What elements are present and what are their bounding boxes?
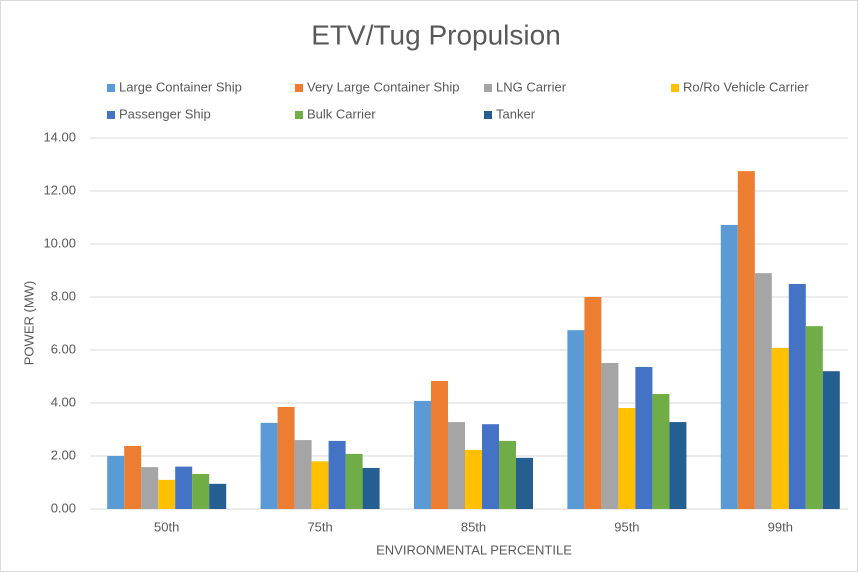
bar <box>601 362 619 509</box>
bar <box>720 224 738 510</box>
x-tick-label: 99th <box>768 519 793 534</box>
x-tick-label: 85th <box>461 519 486 534</box>
bar <box>669 422 687 509</box>
legend-swatch <box>484 84 492 92</box>
legend-swatch <box>107 84 115 92</box>
y-tick-label: 10.00 <box>43 235 76 250</box>
legend-swatch <box>295 111 303 119</box>
bar <box>175 466 193 509</box>
bar <box>311 461 329 509</box>
legend-label: LNG Carrier <box>496 79 567 94</box>
legend-label: Bulk Carrier <box>307 106 376 121</box>
bar <box>448 422 465 509</box>
legend-label: Very Large Container Ship <box>307 79 459 94</box>
bar <box>414 400 431 509</box>
y-tick-label: 12.00 <box>43 182 76 197</box>
legend-label: Tanker <box>496 106 536 121</box>
bar <box>754 273 772 509</box>
x-tick-label: 95th <box>614 519 639 534</box>
bar <box>516 457 533 509</box>
bar <box>771 347 789 509</box>
legend-label: Ro/Ro Vehicle Carrier <box>683 79 809 94</box>
bar <box>362 467 380 509</box>
y-tick-label: 8.00 <box>51 288 76 303</box>
y-tick-label: 14.00 <box>43 129 76 144</box>
legend-label: Passenger Ship <box>119 106 211 121</box>
bar <box>192 474 210 509</box>
bar <box>294 440 312 509</box>
bar <box>345 453 363 509</box>
bar <box>465 449 482 509</box>
x-tick-label: 75th <box>307 519 332 534</box>
bar <box>805 326 823 509</box>
y-tick-label: 6.00 <box>51 341 76 356</box>
bar <box>822 371 840 509</box>
bar <box>124 445 142 509</box>
bar <box>635 366 653 509</box>
bar <box>584 297 602 509</box>
bar <box>788 284 806 509</box>
bar <box>652 393 670 509</box>
legend-label: Large Container Ship <box>119 79 242 94</box>
chart-title: ETV/Tug Propulsion <box>311 19 561 50</box>
y-tick-label: 0.00 <box>51 500 76 515</box>
bar <box>209 483 227 509</box>
x-tick-label: 50th <box>154 519 179 534</box>
legend-swatch <box>295 84 303 92</box>
y-tick-label: 2.00 <box>51 447 76 462</box>
bar <box>567 330 585 509</box>
y-axis-label: POWER (MW) <box>21 281 36 365</box>
bar <box>158 479 176 509</box>
bar <box>328 440 346 509</box>
legend-swatch <box>671 84 679 92</box>
x-axis-label: ENVIRONMENTAL PERCENTILE <box>376 542 572 557</box>
legend-swatch <box>484 111 492 119</box>
legend-swatch <box>107 111 115 119</box>
y-tick-label: 4.00 <box>51 394 76 409</box>
bar <box>277 406 295 509</box>
bar <box>499 440 516 509</box>
bar <box>141 467 159 509</box>
bar <box>107 456 125 509</box>
bar <box>260 422 278 509</box>
bar <box>618 408 636 509</box>
bar <box>431 381 448 509</box>
bar <box>482 424 499 509</box>
bar <box>737 171 755 509</box>
